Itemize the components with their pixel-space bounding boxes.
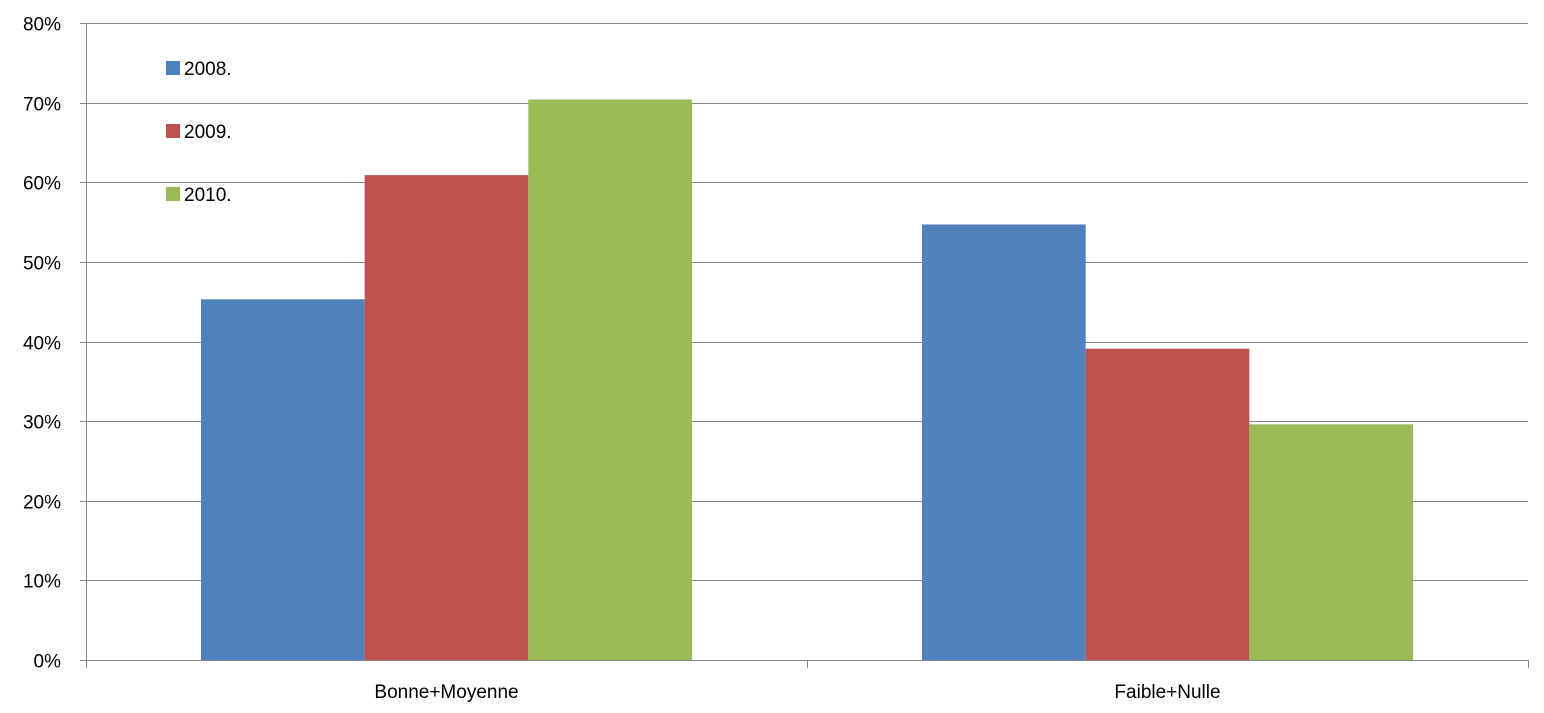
legend-swatch <box>166 187 180 201</box>
legend-label: 2010. <box>184 185 232 206</box>
y-tick-label: 20% <box>23 493 61 514</box>
legend-swatch <box>166 124 180 138</box>
y-tick-label: 60% <box>23 174 61 195</box>
y-tick-label: 50% <box>23 254 61 275</box>
y-tick-label: 0% <box>34 652 62 673</box>
bar <box>201 299 365 660</box>
legend-swatch <box>166 61 180 75</box>
bar <box>922 224 1086 660</box>
y-axis-tick-labels: 0% 10% 20% 30% 40% 50% 60% 70% 80% <box>23 15 61 673</box>
y-tick-label: 80% <box>23 15 61 36</box>
bar <box>1249 424 1413 660</box>
bar <box>1086 349 1250 660</box>
y-tick-label: 40% <box>23 334 61 355</box>
x-tick-label: Bonne+Moyenne <box>374 682 518 703</box>
bars <box>201 99 1413 660</box>
y-tick-label: 10% <box>23 572 61 593</box>
legend: 2008. 2009. 2010. <box>166 59 232 206</box>
legend-label: 2009. <box>184 122 232 143</box>
bar <box>365 175 529 660</box>
x-axis-tick-labels: Bonne+Moyenne Faible+Nulle <box>374 682 1220 703</box>
legend-label: 2008. <box>184 59 232 80</box>
y-tick-label: 30% <box>23 413 61 434</box>
bar <box>528 99 692 660</box>
x-tick-label: Faible+Nulle <box>1114 682 1220 703</box>
y-tick-label: 70% <box>23 95 61 116</box>
